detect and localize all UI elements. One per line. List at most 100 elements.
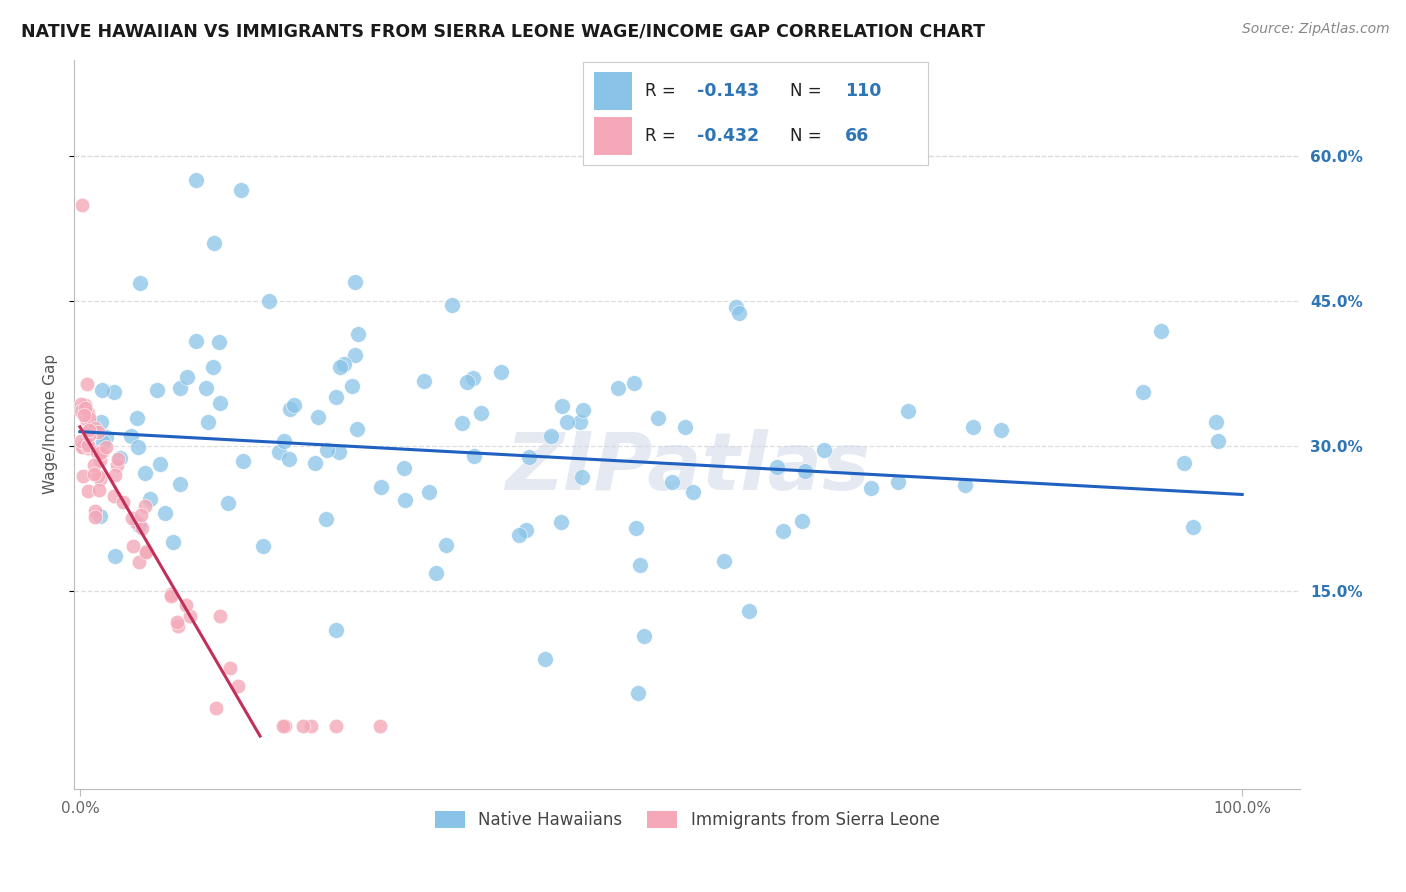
Immigrants from Sierra Leone (105, 458, 128, 473)
Native Hawaiians (91, 434, 114, 449)
Immigrants from Sierra Leone (219, 661, 242, 675)
Native Hawaiians (329, 359, 352, 374)
Native Hawaiians (202, 236, 225, 251)
Native Hawaiians (727, 306, 749, 320)
Native Hawaiians (647, 411, 669, 425)
Immigrants from Sierra Leone (166, 619, 188, 633)
Native Hawaiians (675, 420, 697, 434)
Native Hawaiians (91, 383, 114, 397)
Immigrants from Sierra Leone (160, 589, 183, 603)
Text: N =: N = (790, 82, 827, 100)
Native Hawaiians (315, 512, 337, 526)
Native Hawaiians (463, 449, 485, 463)
Immigrants from Sierra Leone (205, 700, 228, 714)
Text: ZIPatlas: ZIPatlas (505, 429, 870, 508)
Native Hawaiians (394, 493, 416, 508)
Native Hawaiians (813, 442, 835, 457)
Native Hawaiians (370, 480, 392, 494)
Immigrants from Sierra Leone (73, 399, 96, 413)
Native Hawaiians (257, 293, 280, 308)
Native Hawaiians (508, 528, 530, 542)
Native Hawaiians (269, 445, 291, 459)
Text: NATIVE HAWAIIAN VS IMMIGRANTS FROM SIERRA LEONE WAGE/INCOME GAP CORRELATION CHAR: NATIVE HAWAIIAN VS IMMIGRANTS FROM SIERR… (21, 22, 986, 40)
Native Hawaiians (232, 454, 254, 468)
Text: 66: 66 (845, 127, 869, 145)
Native Hawaiians (451, 416, 474, 430)
Native Hawaiians (184, 173, 207, 187)
Native Hawaiians (307, 410, 329, 425)
Immigrants from Sierra Leone (79, 423, 101, 437)
Native Hawaiians (208, 335, 231, 350)
Native Hawaiians (572, 403, 595, 417)
Native Hawaiians (273, 434, 295, 449)
Native Hawaiians (344, 275, 367, 289)
Native Hawaiians (169, 381, 191, 395)
Native Hawaiians (202, 359, 225, 374)
Native Hawaiians (94, 430, 117, 444)
Native Hawaiians (425, 566, 447, 580)
Immigrants from Sierra Leone (77, 410, 100, 425)
Native Hawaiians (772, 524, 794, 538)
Immigrants from Sierra Leone (125, 515, 148, 529)
Native Hawaiians (550, 399, 572, 413)
Immigrants from Sierra Leone (84, 504, 107, 518)
Immigrants from Sierra Leone (135, 544, 157, 558)
Native Hawaiians (897, 404, 920, 418)
Native Hawaiians (533, 652, 555, 666)
Text: -0.143: -0.143 (697, 82, 759, 100)
Native Hawaiians (392, 461, 415, 475)
Text: 110: 110 (845, 82, 882, 100)
Native Hawaiians (456, 376, 478, 390)
Native Hawaiians (103, 384, 125, 399)
Y-axis label: Wage/Income Gap: Wage/Income Gap (44, 354, 58, 494)
Immigrants from Sierra Leone (89, 483, 111, 497)
Immigrants from Sierra Leone (274, 719, 297, 733)
Native Hawaiians (623, 376, 645, 391)
Immigrants from Sierra Leone (76, 376, 98, 391)
Immigrants from Sierra Leone (75, 436, 97, 450)
Native Hawaiians (127, 440, 149, 454)
Immigrants from Sierra Leone (76, 406, 98, 420)
Immigrants from Sierra Leone (70, 440, 93, 454)
Immigrants from Sierra Leone (166, 615, 188, 629)
Native Hawaiians (90, 415, 112, 429)
Native Hawaiians (434, 538, 457, 552)
Immigrants from Sierra Leone (75, 401, 97, 416)
Immigrants from Sierra Leone (75, 411, 97, 425)
Native Hawaiians (633, 629, 655, 643)
Native Hawaiians (343, 348, 366, 362)
Immigrants from Sierra Leone (135, 544, 157, 558)
Immigrants from Sierra Leone (89, 453, 111, 467)
Immigrants from Sierra Leone (77, 484, 100, 499)
Immigrants from Sierra Leone (70, 197, 93, 211)
Immigrants from Sierra Leone (159, 587, 181, 601)
Native Hawaiians (955, 478, 977, 492)
Native Hawaiians (169, 477, 191, 491)
Text: R =: R = (645, 127, 682, 145)
Native Hawaiians (346, 422, 368, 436)
Immigrants from Sierra Leone (72, 439, 94, 453)
Immigrants from Sierra Leone (90, 445, 112, 459)
Immigrants from Sierra Leone (70, 434, 93, 449)
Immigrants from Sierra Leone (271, 719, 294, 733)
Immigrants from Sierra Leone (104, 468, 127, 483)
Native Hawaiians (346, 327, 368, 342)
Native Hawaiians (1150, 324, 1173, 338)
Native Hawaiians (626, 521, 648, 535)
Bar (593, 117, 631, 155)
Immigrants from Sierra Leone (112, 495, 135, 509)
Immigrants from Sierra Leone (134, 499, 156, 513)
Native Hawaiians (89, 509, 111, 524)
Immigrants from Sierra Leone (83, 510, 105, 524)
Native Hawaiians (1132, 385, 1154, 400)
Native Hawaiians (766, 460, 789, 475)
Native Hawaiians (440, 298, 463, 312)
Immigrants from Sierra Leone (77, 441, 100, 455)
Immigrants from Sierra Leone (131, 521, 153, 535)
Native Hawaiians (153, 507, 176, 521)
Native Hawaiians (412, 374, 434, 388)
Text: -0.432: -0.432 (697, 127, 759, 145)
Immigrants from Sierra Leone (174, 598, 197, 612)
Native Hawaiians (278, 402, 301, 417)
Native Hawaiians (195, 381, 218, 395)
